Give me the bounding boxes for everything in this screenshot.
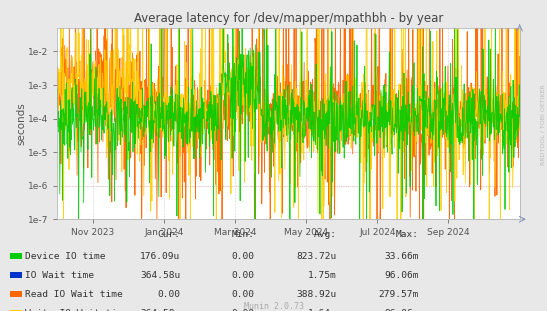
Text: RRDTOOL / TOBI OETIKER: RRDTOOL / TOBI OETIKER xyxy=(541,84,546,165)
Text: 1.75m: 1.75m xyxy=(307,271,336,280)
Text: 33.66m: 33.66m xyxy=(384,252,418,261)
Text: 364.58u: 364.58u xyxy=(140,309,181,311)
Text: 823.72u: 823.72u xyxy=(296,252,336,261)
Text: Cur:: Cur: xyxy=(158,230,181,239)
Text: Read IO Wait time: Read IO Wait time xyxy=(25,290,123,299)
Text: IO Wait time: IO Wait time xyxy=(25,271,94,280)
Text: 388.92u: 388.92u xyxy=(296,290,336,299)
Title: Average latency for /dev/mapper/mpathbh - by year: Average latency for /dev/mapper/mpathbh … xyxy=(134,12,443,26)
Text: Max:: Max: xyxy=(395,230,418,239)
Bar xyxy=(10,310,22,311)
Text: 176.09u: 176.09u xyxy=(140,252,181,261)
Text: 0.00: 0.00 xyxy=(231,271,254,280)
Text: 364.58u: 364.58u xyxy=(140,271,181,280)
Bar xyxy=(10,291,22,297)
Bar xyxy=(10,253,22,259)
Text: 279.57m: 279.57m xyxy=(378,290,418,299)
Text: 0.00: 0.00 xyxy=(231,309,254,311)
Text: 0.00: 0.00 xyxy=(231,290,254,299)
Text: 0.00: 0.00 xyxy=(158,290,181,299)
Text: 96.06m: 96.06m xyxy=(384,271,418,280)
Bar xyxy=(10,272,22,278)
Text: 1.64m: 1.64m xyxy=(307,309,336,311)
Y-axis label: seconds: seconds xyxy=(16,102,27,145)
Text: 96.06m: 96.06m xyxy=(384,309,418,311)
Text: 0.00: 0.00 xyxy=(231,252,254,261)
Text: Min:: Min: xyxy=(231,230,254,239)
Text: Munin 2.0.73: Munin 2.0.73 xyxy=(243,302,304,311)
Text: Avg:: Avg: xyxy=(313,230,336,239)
Text: Write IO Wait time: Write IO Wait time xyxy=(25,309,129,311)
Text: Device IO time: Device IO time xyxy=(25,252,106,261)
